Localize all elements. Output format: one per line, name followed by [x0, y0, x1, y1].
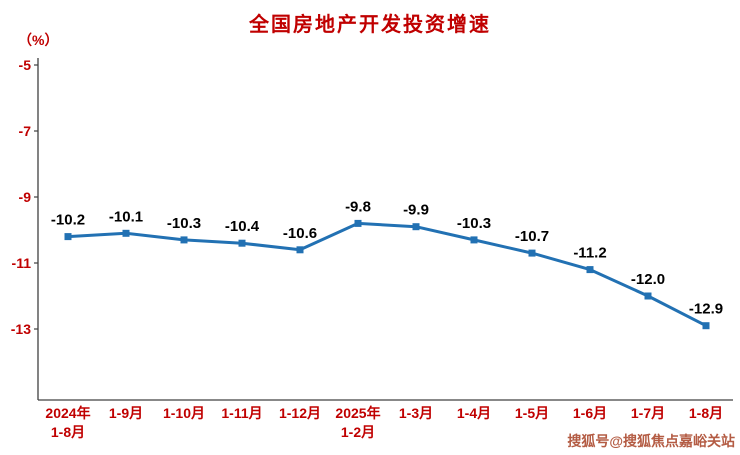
svg-text:1-11月: 1-11月 [221, 405, 262, 421]
svg-text:-11.2: -11.2 [573, 245, 606, 262]
svg-text:1-4月: 1-4月 [457, 405, 491, 421]
svg-text:-12.9: -12.9 [689, 301, 723, 318]
svg-text:-5: -5 [19, 57, 32, 73]
svg-text:1-12月: 1-12月 [279, 405, 321, 421]
svg-text:-9: -9 [19, 189, 32, 205]
svg-text:-10.2: -10.2 [51, 212, 85, 229]
svg-text:-10.4: -10.4 [225, 218, 260, 235]
svg-text:1-9月: 1-9月 [109, 405, 143, 421]
watermark-text: 搜狐号@搜狐焦点嘉峪关站 [567, 433, 735, 449]
y-axis-unit-label: （%） [18, 32, 59, 48]
svg-text:1-10月: 1-10月 [163, 405, 205, 421]
svg-text:1-5月: 1-5月 [515, 405, 549, 421]
svg-text:-13: -13 [11, 321, 31, 337]
svg-text:1-8月: 1-8月 [51, 424, 85, 440]
svg-text:-10.3: -10.3 [167, 215, 201, 232]
svg-text:1-8月: 1-8月 [689, 405, 723, 421]
svg-text:-10.6: -10.6 [283, 225, 317, 242]
svg-text:2025年: 2025年 [335, 405, 380, 421]
chart-title: 全国房地产开发投资增速 [249, 14, 491, 36]
svg-text:-10.3: -10.3 [457, 215, 491, 232]
svg-text:-7: -7 [19, 123, 32, 139]
svg-text:-11: -11 [12, 255, 32, 271]
svg-text:1-3月: 1-3月 [399, 405, 433, 421]
svg-text:1-7月: 1-7月 [631, 405, 665, 421]
svg-text:1-6月: 1-6月 [573, 405, 607, 421]
svg-text:-9.9: -9.9 [403, 202, 429, 219]
svg-text:-9.8: -9.8 [345, 198, 371, 215]
svg-text:2024年: 2024年 [45, 405, 90, 421]
svg-text:-10.1: -10.1 [109, 208, 143, 225]
line-chart: -5 -7 -9 -11 -13 -10.2 -10.1 -10.3 -10.4 -10.6 -9.… [11, 57, 733, 440]
svg-text:-12.0: -12.0 [631, 271, 665, 288]
svg-text:1-2月: 1-2月 [341, 424, 375, 440]
svg-text:-10.7: -10.7 [515, 228, 549, 245]
